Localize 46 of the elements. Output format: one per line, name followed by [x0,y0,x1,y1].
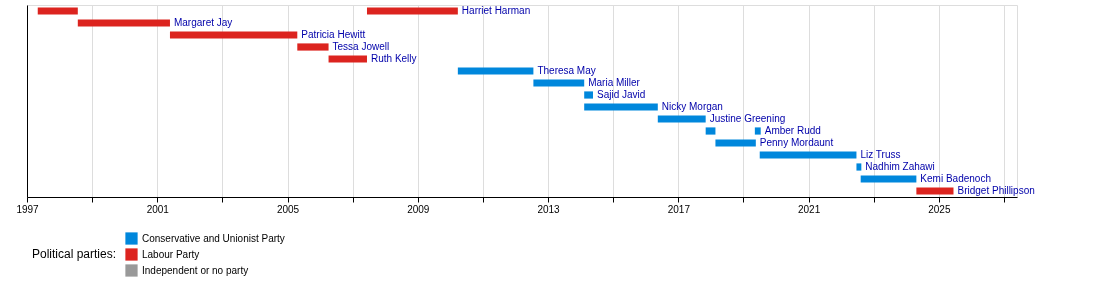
y-tick-label: Patricia Hewitt [301,29,366,40]
bar [916,187,954,195]
legend-title: Political parties: [32,247,117,261]
bar [657,115,706,123]
legend-label: Labour Party [142,248,200,260]
y-tick-label: Sajid Javid [596,89,646,100]
x-tick-label: 2005 [276,203,300,215]
bar [584,103,658,111]
bar [297,43,329,51]
bar [169,31,298,39]
y-tick-label: Maria Miller [588,77,641,88]
bar [584,91,593,99]
y-tick-label: Nicky Morgan [661,101,723,112]
x-tick-label: 2009 [407,203,430,215]
y-tick-label: Justine Greening [709,113,786,124]
x-tick-label: 2013 [537,203,561,215]
bar [754,127,761,135]
bar [856,163,862,171]
y-tick-label: Kemi Badenoch [920,173,991,184]
y-tick-label: Amber Rudd [764,125,821,136]
bar [77,19,170,27]
bar [715,139,756,147]
bar [328,55,367,63]
x-tick-label: 2025 [928,203,951,215]
x-tick-label: 2021 [797,203,821,215]
legend-label: Independent or no party [142,264,249,276]
y-tick-label: Margaret Jay [173,17,233,28]
y-tick-label: Nadhim Zahawi [865,161,935,172]
y-tick-label: Penny Mordaunt [759,137,834,148]
bar [457,67,534,75]
y-tick-label: Harriet Harman [461,5,531,16]
y-tick-label: Liz Truss [860,149,901,160]
y-tick-label: Tessa Jowell [332,41,390,52]
x-tick-label: 1997 [16,203,40,215]
bar [533,79,585,87]
y-tick-label: Ruth Kelly [370,53,417,64]
legend-label: Conservative and Unionist Party [142,232,285,244]
bar [759,151,857,159]
y-tick-label: Theresa May [537,65,596,76]
y-tick-label: Bridget Phillipson [957,185,1035,196]
x-tick-label: 2001 [146,203,170,215]
bar [705,127,716,135]
bar [860,175,917,183]
bar [37,7,78,15]
bar [366,7,458,15]
x-tick-label: 2017 [667,203,691,215]
